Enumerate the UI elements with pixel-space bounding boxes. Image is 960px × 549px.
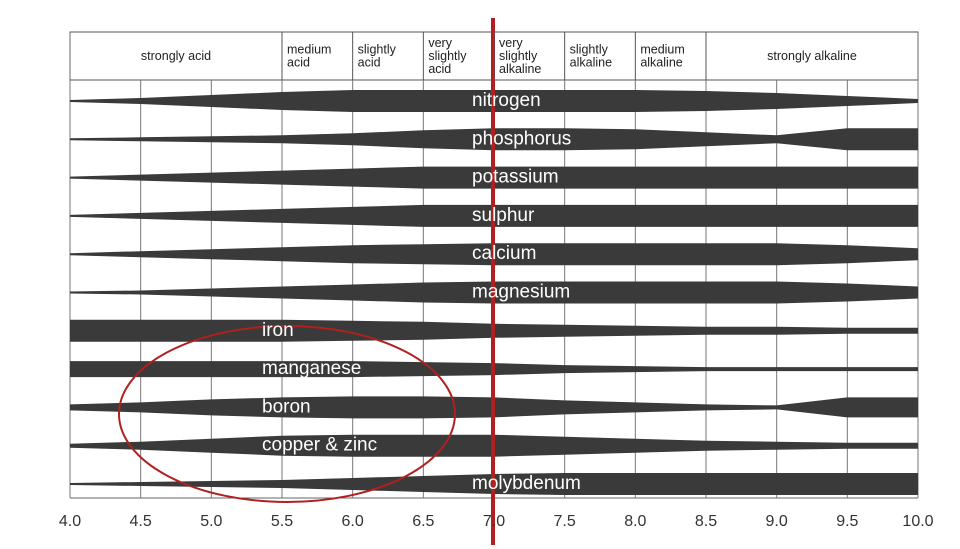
x-tick-label: 9.0 [766,513,788,530]
header-label: alkaline [640,56,682,70]
x-tick-label: 8.0 [624,513,646,530]
x-tick-label: 8.5 [695,513,717,530]
highlight-ellipse [118,325,456,503]
x-tick-label: 10.0 [902,513,933,530]
header-label: acid [428,62,451,76]
nutrient-label: calcium [472,243,536,264]
nutrient-label: iron [262,320,294,341]
x-tick-label: 7.0 [483,513,505,530]
nutrient-label: phosphorus [472,128,571,149]
header-label: medium [640,43,684,57]
nutrient-label: manganese [262,358,361,379]
header-label: very [499,36,523,50]
nutrient-label: sulphur [472,205,535,226]
header-label: slightly [499,49,538,63]
header-label: alkaline [499,62,541,76]
x-tick-label: 5.5 [271,513,293,530]
nutrient-label: potassium [472,167,559,188]
header-label: strongly alkaline [767,49,857,63]
header-label: very [428,36,452,50]
header-label: acid [358,56,381,70]
x-tick-label: 9.5 [836,513,858,530]
header-label: medium [287,43,331,57]
header-label: acid [287,56,310,70]
x-tick-label: 6.5 [412,513,434,530]
x-tick-label: 4.0 [59,513,81,530]
header-label: slightly [358,43,397,57]
x-tick-label: 7.5 [554,513,576,530]
nutrient-label: magnesium [472,282,570,303]
nutrient-label: boron [262,396,311,417]
header-label: alkaline [570,56,612,70]
x-tick-label: 4.5 [130,513,152,530]
header-label: strongly acid [141,49,211,63]
header-label: slightly [570,43,609,57]
header-label: slightly [428,49,467,63]
nutrient-label: copper & zinc [262,435,377,456]
nutrient-label: nitrogen [472,90,541,111]
x-tick-label: 5.0 [200,513,222,530]
x-tick-label: 6.0 [342,513,364,530]
nutrient-label: molybdenum [472,473,581,494]
